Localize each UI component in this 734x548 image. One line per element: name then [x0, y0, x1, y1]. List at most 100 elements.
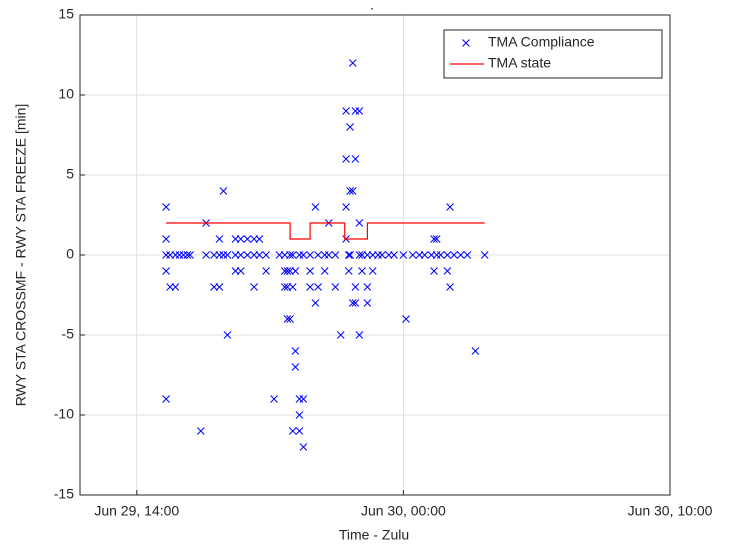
- marker: [351, 283, 360, 291]
- marker: [283, 315, 292, 323]
- marker: [236, 235, 245, 243]
- marker: [270, 395, 278, 403]
- marker: [430, 267, 438, 275]
- marker: [342, 107, 350, 115]
- y-axis-label: RWY STA CROSSMF - RWY STA FREEZE [min]: [13, 104, 29, 407]
- marker: [346, 123, 354, 131]
- marker: [314, 251, 322, 259]
- y-tick-label: 15: [58, 6, 74, 22]
- marker: [286, 251, 294, 259]
- legend: TMA Compliance TMA state: [443, 29, 663, 79]
- marker: [344, 251, 353, 259]
- marker: [255, 235, 264, 243]
- marker: [162, 235, 170, 243]
- marker: [223, 331, 232, 339]
- marker: [236, 251, 245, 259]
- marker: [306, 251, 314, 259]
- marker: [348, 299, 357, 307]
- marker: [236, 267, 245, 275]
- marker: [288, 427, 297, 435]
- x-tick-label: Jun 30, 00:00: [361, 503, 446, 519]
- x-axis-label: Time - Zulu: [339, 527, 409, 543]
- marker: [202, 251, 210, 259]
- marker: [324, 251, 333, 259]
- marker: [162, 267, 170, 275]
- marker: [471, 347, 480, 355]
- marker: [162, 203, 170, 211]
- marker: [223, 251, 232, 259]
- x-tick-label: Jun 30, 10:00: [628, 503, 713, 519]
- marker: [351, 299, 360, 307]
- marker: [306, 283, 314, 291]
- marker: [280, 283, 289, 291]
- marker: [299, 443, 308, 451]
- marker: [215, 283, 224, 291]
- marker: [378, 251, 386, 259]
- marker: [299, 251, 308, 259]
- marker: [456, 251, 465, 259]
- marker: [430, 235, 438, 243]
- marker: [446, 283, 454, 291]
- marker: [215, 235, 224, 243]
- legend-marker: [462, 39, 470, 47]
- marker: [291, 363, 300, 371]
- marker: [255, 251, 264, 259]
- plot-frame: [79, 14, 671, 496]
- marker: [331, 283, 340, 291]
- chart-title: .: [370, 0, 374, 13]
- x-tick-label: Jun 29, 14:00: [94, 503, 179, 519]
- y-tick-label: -15: [54, 486, 74, 502]
- marker: [219, 187, 228, 195]
- marker: [368, 267, 377, 275]
- marker: [348, 59, 357, 67]
- legend-label: TMA Compliance: [488, 34, 595, 50]
- marker: [443, 251, 452, 259]
- marker: [314, 283, 322, 291]
- marker: [342, 203, 350, 211]
- marker: [402, 315, 410, 323]
- y-tick-label: 0: [66, 246, 74, 262]
- marker: [344, 267, 353, 275]
- marker: [348, 187, 357, 195]
- marker: [351, 155, 360, 163]
- legend-box: [443, 29, 663, 79]
- marker: [320, 267, 329, 275]
- marker: [291, 267, 300, 275]
- marker: [346, 187, 354, 195]
- marker: [311, 299, 320, 307]
- marker: [295, 411, 304, 419]
- marker: [250, 283, 258, 291]
- marker: [480, 251, 489, 259]
- marker: [299, 395, 308, 403]
- marker: [336, 331, 345, 339]
- marker: [283, 267, 292, 275]
- marker: [243, 251, 252, 259]
- marker: [463, 251, 472, 259]
- marker: [355, 251, 364, 259]
- marker: [311, 203, 320, 211]
- marker: [432, 235, 441, 243]
- marker: [286, 315, 294, 323]
- marker: [399, 251, 408, 259]
- marker: [408, 251, 417, 259]
- marker: [346, 251, 354, 259]
- marker: [243, 235, 252, 243]
- marker: [171, 283, 180, 291]
- marker: [288, 283, 297, 291]
- y-tick-label: -5: [62, 326, 75, 342]
- marker: [390, 251, 398, 259]
- marker: [355, 107, 364, 115]
- line: [166, 222, 485, 240]
- marker: [446, 203, 454, 211]
- marker: [262, 267, 270, 275]
- marker: [183, 251, 192, 259]
- marker: [436, 251, 445, 259]
- marker: [291, 347, 300, 355]
- marker: [162, 395, 170, 403]
- marker: [288, 251, 297, 259]
- marker: [331, 251, 340, 259]
- marker: [363, 283, 372, 291]
- marker: [262, 251, 270, 259]
- marker: [186, 251, 194, 259]
